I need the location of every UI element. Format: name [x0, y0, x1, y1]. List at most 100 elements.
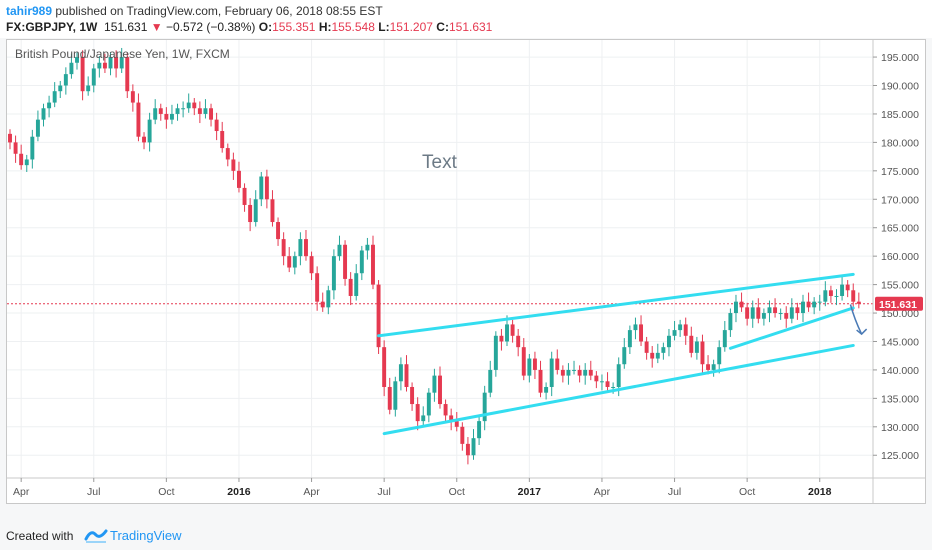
candle-body — [136, 102, 141, 137]
text-annotation[interactable]: Text — [422, 152, 458, 173]
tradingview-logo-icon[interactable] — [84, 525, 108, 545]
candle-body — [756, 307, 761, 319]
y-tick-label: 170.000 — [881, 194, 919, 206]
x-tick-label: Jul — [668, 486, 681, 498]
lower-channel-line — [382, 343, 855, 436]
chart-panel[interactable]: 125.000 130.000 135.000 140.000 145.000 150.0… — [6, 39, 926, 504]
candle-body — [482, 392, 487, 422]
candle-body — [538, 369, 543, 393]
candle-body — [644, 341, 649, 353]
x-tick-label: Jul — [87, 486, 100, 498]
candle-body — [622, 347, 627, 365]
candle-body — [722, 330, 727, 348]
candle-body — [236, 170, 241, 188]
candle-body — [532, 358, 537, 370]
candle-body — [560, 369, 565, 376]
candle-body — [276, 222, 281, 240]
candle-body — [488, 369, 493, 393]
footer: Created with TradingView — [0, 515, 932, 550]
candle-body — [158, 108, 163, 114]
candle-body — [572, 369, 576, 371]
price-chart[interactable]: 125.000 130.000 135.000 140.000 145.000 150.0… — [7, 40, 925, 503]
candle-body — [739, 301, 744, 308]
candle-body — [471, 438, 476, 456]
high-value: 155.548 — [331, 20, 375, 34]
candle-body — [706, 364, 711, 370]
x-tick-label: 2016 — [227, 486, 251, 498]
candle-body — [734, 301, 738, 314]
candle-body — [750, 307, 755, 319]
candle-body — [63, 74, 68, 86]
y-tick-label: 175.000 — [881, 166, 919, 178]
candle-body — [689, 335, 694, 353]
x-axis[interactable]: Apr Jul Oct 2016 Apr Jul Oct 2017 Apr Jul Oct 2018 — [7, 477, 925, 498]
candles-group — [8, 47, 861, 465]
x-tick-label: Jul — [377, 486, 390, 498]
candle-body — [650, 352, 655, 359]
chart-title: British Pound/Japanese Yen, 1W, FXCM — [15, 47, 230, 61]
candle-body — [666, 335, 671, 348]
candle-body — [220, 131, 225, 149]
y-tick-label: 160.000 — [881, 251, 919, 263]
candle-body — [812, 301, 817, 308]
y-tick-label: 150.000 — [881, 308, 919, 320]
inner-channel-line — [728, 306, 855, 350]
x-tick-label: Oct — [158, 486, 174, 498]
candle-body — [58, 85, 63, 92]
candle-body — [147, 119, 152, 143]
close-label: C: — [436, 20, 449, 34]
candle-body — [8, 133, 12, 143]
candle-body — [97, 62, 102, 69]
candle-body — [443, 404, 448, 416]
candle-body — [594, 375, 599, 382]
candle-body — [41, 108, 46, 120]
candle-body — [114, 57, 119, 69]
candle-body — [717, 347, 722, 365]
candle-body — [186, 102, 191, 109]
candle-body — [493, 335, 498, 370]
candle-body — [69, 62, 74, 75]
candle-body — [566, 369, 571, 376]
candle-body — [371, 244, 375, 285]
low-label: L: — [378, 20, 390, 34]
candle-body — [599, 381, 604, 383]
x-tick-label: Apr — [13, 486, 30, 498]
open-label: O: — [258, 20, 273, 34]
y-tick-label: 190.000 — [881, 81, 919, 93]
candle-body — [426, 392, 431, 416]
candle-body — [365, 244, 370, 251]
y-axis[interactable]: 125.000 130.000 135.000 140.000 145.000 150.0… — [872, 40, 919, 503]
close-value: 151.631 — [448, 20, 493, 34]
change-value: −0.572 (−0.38%) — [166, 20, 256, 34]
publish-info: tahir989 published on TradingView.com, F… — [6, 4, 383, 18]
candle-body — [789, 307, 794, 319]
candle-body — [382, 347, 387, 387]
trendlines-group[interactable] — [377, 272, 855, 436]
candle-body — [47, 102, 52, 109]
candle-body — [304, 239, 308, 257]
candle-body — [421, 415, 426, 422]
candle-body — [359, 250, 364, 274]
candle-body — [253, 199, 258, 223]
candle-body — [851, 290, 856, 302]
candle-body — [516, 335, 521, 348]
candle-body — [683, 324, 688, 336]
candle-body — [583, 369, 588, 376]
candle-body — [577, 369, 582, 376]
candle-body — [175, 108, 180, 114]
y-tick-label: 125.000 — [881, 450, 919, 462]
x-tick-label: 2018 — [808, 486, 832, 498]
created-with-label: Created with — [6, 529, 74, 543]
last-price-tag: 151.631 — [875, 296, 923, 311]
low-value: 151.207 — [389, 20, 433, 34]
candle-body — [108, 57, 113, 69]
candle-body — [840, 284, 845, 296]
candle-body — [432, 375, 437, 393]
y-tick-label: 140.000 — [881, 365, 919, 377]
candle-body — [549, 358, 554, 387]
author-link[interactable]: tahir989 — [6, 4, 53, 18]
down-arrow-icon[interactable] — [849, 304, 868, 336]
tradingview-brand-link[interactable]: TradingView — [110, 528, 182, 543]
y-tick-label: 130.000 — [881, 422, 919, 434]
candle-body — [91, 68, 96, 86]
